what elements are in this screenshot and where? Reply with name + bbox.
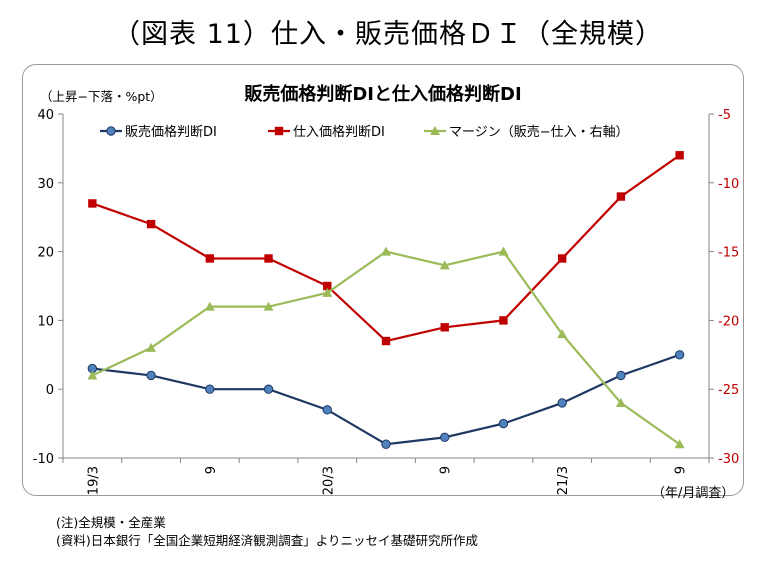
data-point	[616, 370, 626, 381]
series-1	[87, 350, 685, 449]
legend-label: 販売価格判断DI	[125, 124, 217, 140]
data-point	[88, 199, 97, 208]
y2-tick-label: -10	[718, 177, 739, 192]
axes: 40 30 20 10 0 -10 -5 -10 -15 -20 -25 -30 19/3 9 20/3 9 2…	[33, 108, 739, 495]
data-point	[499, 316, 508, 325]
data-point	[263, 301, 274, 311]
x-tick-label: 19/3	[86, 466, 101, 495]
data-point	[204, 301, 215, 311]
data-point	[440, 323, 449, 332]
data-point	[616, 192, 626, 201]
data-point	[674, 439, 685, 449]
y-tick-label: 30	[37, 177, 54, 192]
y-tick-label: 40	[37, 108, 54, 123]
x-tick-label: 9	[674, 466, 689, 474]
legend-item: マージン（販売−仕入・右軸）	[424, 124, 629, 140]
data-point	[323, 281, 332, 291]
data-point	[87, 370, 98, 380]
data-point	[674, 350, 685, 360]
data-point	[322, 405, 332, 415]
x-tick-label: 9	[439, 466, 454, 474]
data-point	[146, 370, 156, 381]
y2-tick-label: -15	[718, 246, 739, 261]
data-point	[263, 384, 274, 394]
series-2	[88, 151, 684, 346]
legend-label: マージン（販売−仕入・右軸）	[449, 124, 629, 140]
series-layer	[87, 151, 685, 449]
legend-swatch-marker	[274, 126, 284, 136]
legend-label: 仕入価格判断DI	[293, 124, 385, 140]
page-title: （図表 11）仕入・販売価格ＤＩ（全規模）	[113, 19, 663, 50]
x-tick-label: 20/3	[321, 466, 336, 495]
y-tick-label: -10	[33, 452, 54, 467]
x-tick-label: 9	[204, 466, 219, 474]
series-3	[87, 246, 685, 449]
y-tick-label: 0	[46, 383, 54, 398]
y2-tick-label: -20	[718, 314, 739, 329]
data-point	[146, 219, 156, 229]
y2-tick-label: -30	[718, 452, 739, 467]
data-point	[440, 432, 450, 443]
series-line	[91, 250, 681, 446]
chart-frame	[22, 64, 744, 496]
legend: 販売価格判断DI 仕入価格判断DI マージン（販売−仕入・右軸）	[100, 124, 629, 140]
legend-item: 販売価格判断DI	[100, 124, 217, 140]
y-tick-label: 10	[37, 314, 54, 329]
data-point	[146, 342, 157, 352]
data-point	[439, 260, 450, 270]
data-point	[498, 246, 509, 256]
data-point	[557, 254, 567, 263]
x-axis-label: （年/月調査）	[652, 486, 734, 501]
y2-tick-label: -25	[718, 383, 739, 398]
note-source: (資料)日本銀行「全国企業短期経済観測調査」よりニッセイ基礎研究所作成	[56, 533, 479, 548]
y-tick-label: 20	[37, 246, 54, 261]
data-point	[381, 246, 391, 256]
data-point	[264, 254, 273, 263]
data-point	[205, 254, 215, 263]
y-axis-label: （上昇−下落・%pt）	[40, 89, 163, 104]
y2-tick-label: -5	[718, 108, 731, 123]
data-point	[675, 151, 684, 160]
data-point	[322, 287, 333, 297]
data-point	[557, 398, 567, 408]
data-point	[381, 439, 391, 449]
x-tick-label: 21/3	[556, 466, 571, 495]
note-scope: (注)全規模・全産業	[56, 515, 166, 530]
data-point	[381, 336, 391, 346]
data-point	[205, 384, 215, 394]
data-point	[498, 418, 509, 429]
data-point	[557, 329, 568, 339]
data-point	[615, 397, 626, 407]
legend-item: 仕入価格判断DI	[268, 124, 385, 140]
legend-swatch-marker	[430, 126, 440, 135]
legend-swatch-marker	[106, 126, 116, 136]
chart-title: 販売価格判断DIと仕入価格判断DI	[244, 83, 521, 105]
